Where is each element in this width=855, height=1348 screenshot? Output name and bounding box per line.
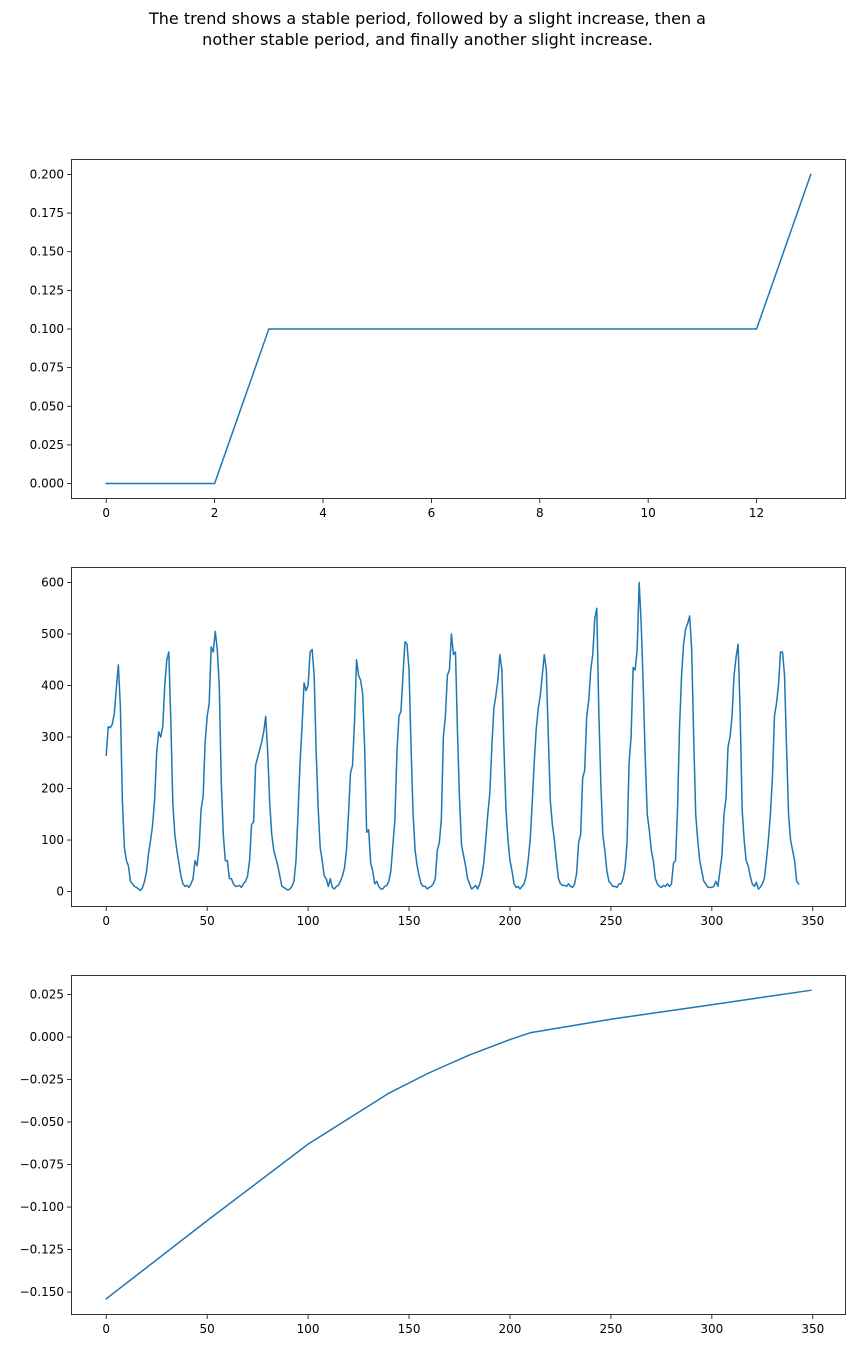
x-tick-label: 100 xyxy=(297,1322,320,1336)
x-tick-label: 2 xyxy=(211,506,219,520)
figure-title-line-2: nother stable period, and finally anothe… xyxy=(202,30,653,49)
y-tick-label: −0.050 xyxy=(20,1115,64,1129)
axes-frame xyxy=(71,975,846,1315)
series-line xyxy=(105,989,812,1300)
y-tick-label: 500 xyxy=(41,627,64,641)
x-tick-label: 0 xyxy=(102,506,110,520)
x-tick-label: 250 xyxy=(599,1322,622,1336)
x-tick-label: 10 xyxy=(641,506,656,520)
figure-title-line-1: The trend shows a stable period, followe… xyxy=(149,9,706,28)
x-tick-label: 350 xyxy=(801,1322,824,1336)
x-tick-label: 250 xyxy=(599,914,622,928)
y-tick-label: 200 xyxy=(41,782,64,796)
x-tick-label: 0 xyxy=(102,1322,110,1336)
x-tick-label: 0 xyxy=(102,914,110,928)
y-tick-label: 0.000 xyxy=(30,1030,64,1044)
y-tick-label: 0.000 xyxy=(30,477,64,491)
x-tick-label: 50 xyxy=(200,1322,215,1336)
y-tick-label: −0.075 xyxy=(20,1158,64,1172)
y-tick-label: 0.150 xyxy=(30,245,64,259)
x-tick-label: 150 xyxy=(398,1322,421,1336)
x-tick-label: 150 xyxy=(398,914,421,928)
x-tick-label: 4 xyxy=(319,506,327,520)
y-tick-label: 400 xyxy=(41,678,64,692)
y-tick-label: −0.125 xyxy=(20,1243,64,1257)
x-tick-label: 6 xyxy=(428,506,436,520)
x-tick-label: 50 xyxy=(200,914,215,928)
x-tick-label: 100 xyxy=(297,914,320,928)
y-tick-label: 0.175 xyxy=(30,206,64,220)
y-tick-label: 600 xyxy=(41,575,64,589)
y-tick-label: 0.025 xyxy=(30,988,64,1002)
series-line xyxy=(105,581,800,892)
x-tick-label: 200 xyxy=(499,1322,522,1336)
y-tick-label: −0.025 xyxy=(20,1073,64,1087)
y-tick-label: 0.050 xyxy=(30,399,64,413)
x-tick-label: 350 xyxy=(801,914,824,928)
subplot-1: 0 2 4 6 8 10 12 0.000 0.025 0.050 0.075 0.100 0.125 0… xyxy=(30,159,846,520)
x-tick-label: 12 xyxy=(749,506,764,520)
y-tick-label: 0.100 xyxy=(30,322,64,336)
x-tick-label: 300 xyxy=(700,1322,723,1336)
x-tick-label: 8 xyxy=(536,506,544,520)
y-tick-label: 300 xyxy=(41,730,64,744)
axes-frame xyxy=(71,567,846,907)
y-tick-label: 100 xyxy=(41,833,64,847)
y-tick-label: −0.100 xyxy=(20,1200,64,1214)
figure-title: The trend shows a stable period, followe… xyxy=(0,8,855,50)
x-tick-label: 200 xyxy=(499,914,522,928)
y-tick-label: 0.075 xyxy=(30,361,64,375)
axes-frame xyxy=(71,159,846,499)
y-tick-label: 0.125 xyxy=(30,283,64,297)
y-tick-label: −0.150 xyxy=(20,1285,64,1299)
series-line xyxy=(105,173,812,485)
y-tick-label: 0.200 xyxy=(30,167,64,181)
subplot-2: 0 50 100 150 200 250 300 350 0 100 200 300 400 500 600 xyxy=(41,567,846,928)
y-tick-label: 0.025 xyxy=(30,438,64,452)
subplot-3: 0 50 100 150 200 250 300 350 −0.150 −0.125 −0.100 −… xyxy=(20,975,846,1336)
x-tick-label: 300 xyxy=(700,914,723,928)
y-tick-label: 0 xyxy=(56,885,64,899)
